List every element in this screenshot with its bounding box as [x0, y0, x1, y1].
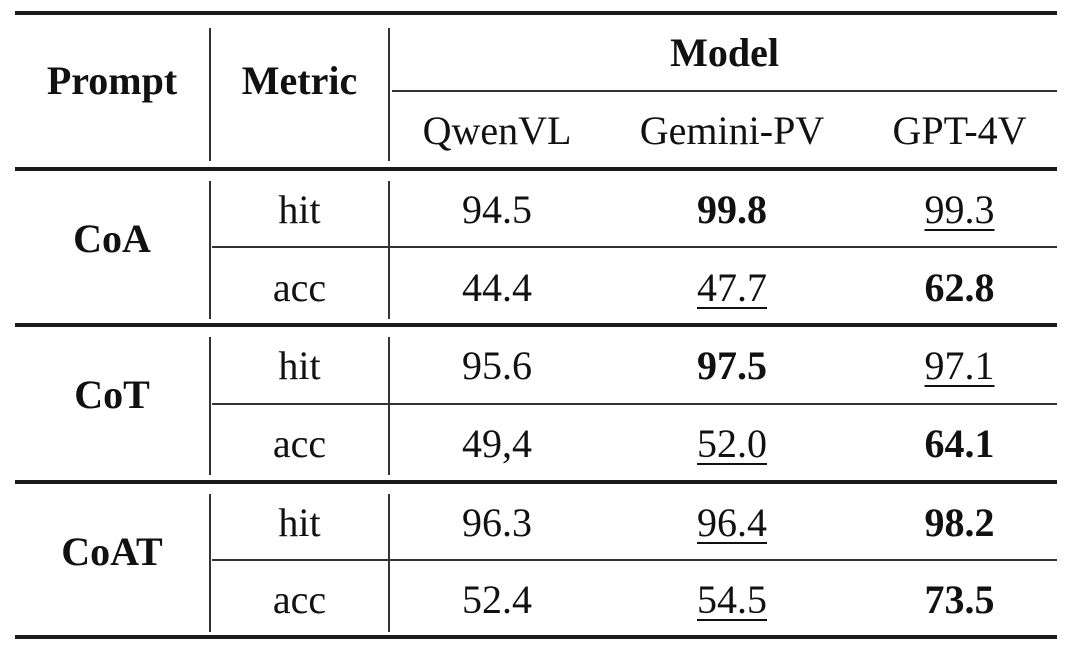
- value-cot-hit-qwenvl: 95.6: [462, 343, 532, 388]
- body-vline-1-coat: [209, 494, 211, 632]
- header-model-qwenvl: QwenVL: [422, 108, 572, 153]
- prompt-label-coat: CoAT: [61, 529, 163, 574]
- header-metric: Metric: [241, 58, 358, 103]
- value-cot-hit-gpt-4v: 97.1: [924, 343, 995, 388]
- body-vline-1-cot: [209, 337, 211, 475]
- header-rule: [15, 167, 1057, 171]
- value-coa-acc-gemini-pv: 47.7: [697, 265, 767, 310]
- header-vline-1: [209, 28, 211, 161]
- coat-inner-rule: [212, 559, 1057, 561]
- value-coat-hit-qwenvl: 96.3: [462, 500, 532, 545]
- value-coat-acc-gpt-4v: 73.5: [924, 577, 995, 622]
- top-rule: [15, 11, 1057, 15]
- value-coat-hit-gpt-4v: 98.2: [924, 500, 995, 545]
- header-vline-2: [388, 28, 390, 161]
- body-vline-2-coat: [388, 494, 390, 632]
- header-model-gemini-pv: Gemini-PV: [639, 108, 825, 153]
- bottom-rule: [15, 635, 1057, 639]
- metric-coat-acc: acc: [272, 577, 327, 622]
- value-coa-acc-gpt-4v: 62.8: [924, 265, 995, 310]
- prompt-label-cot: CoT: [74, 372, 150, 417]
- cot-inner-rule: [212, 403, 1057, 405]
- cot-group-rule: [15, 480, 1057, 484]
- coa-group-rule: [15, 323, 1057, 327]
- model-cmidrule: [392, 90, 1057, 92]
- body-vline-1-coa: [209, 181, 211, 319]
- body-vline-2-cot: [388, 337, 390, 475]
- value-coa-hit-qwenvl: 94.5: [462, 187, 532, 232]
- metric-cot-acc: acc: [272, 421, 327, 466]
- value-coa-acc-qwenvl: 44.4: [462, 265, 532, 310]
- value-coa-hit-gpt-4v: 99.3: [924, 187, 995, 232]
- value-cot-acc-qwenvl: 49,4: [462, 421, 532, 466]
- prompt-label-coa: CoA: [73, 216, 151, 261]
- header-prompt: Prompt: [46, 58, 178, 103]
- body-vline-2-coa: [388, 181, 390, 319]
- metric-cot-hit: hit: [278, 343, 321, 388]
- metric-coa-hit: hit: [278, 187, 321, 232]
- header-model-gpt-4v: GPT-4V: [892, 108, 1027, 153]
- coa-inner-rule: [212, 246, 1057, 248]
- value-cot-acc-gpt-4v: 64.1: [924, 421, 995, 466]
- value-coa-hit-gemini-pv: 99.8: [697, 187, 767, 232]
- value-cot-acc-gemini-pv: 52.0: [697, 421, 767, 466]
- metric-coa-acc: acc: [272, 265, 327, 310]
- value-coat-acc-qwenvl: 52.4: [462, 577, 532, 622]
- value-coat-acc-gemini-pv: 54.5: [697, 577, 767, 622]
- value-cot-hit-gemini-pv: 97.5: [697, 343, 767, 388]
- header-model: Model: [670, 30, 779, 75]
- value-coat-hit-gemini-pv: 96.4: [697, 500, 767, 545]
- metric-coat-hit: hit: [278, 500, 321, 545]
